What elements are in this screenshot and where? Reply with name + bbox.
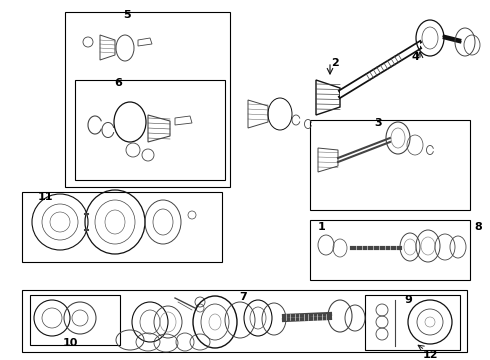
Bar xyxy=(22,290,467,352)
Text: 2: 2 xyxy=(331,58,339,68)
Text: 11: 11 xyxy=(38,192,53,202)
Text: 6: 6 xyxy=(114,78,122,88)
Polygon shape xyxy=(340,42,420,97)
Bar xyxy=(30,295,120,345)
Text: 8: 8 xyxy=(474,222,482,232)
Text: 1: 1 xyxy=(318,222,326,232)
Text: 3: 3 xyxy=(374,118,382,128)
Bar xyxy=(22,192,222,262)
Text: 7: 7 xyxy=(239,292,247,302)
Bar xyxy=(65,12,230,187)
Text: 4: 4 xyxy=(411,52,419,62)
Text: 5: 5 xyxy=(123,10,131,20)
Text: 10: 10 xyxy=(62,338,78,348)
Bar xyxy=(310,220,470,280)
Bar xyxy=(310,120,470,210)
Text: 12: 12 xyxy=(422,350,438,360)
Bar xyxy=(75,80,225,180)
Text: 9: 9 xyxy=(404,295,412,305)
Bar xyxy=(365,295,460,350)
